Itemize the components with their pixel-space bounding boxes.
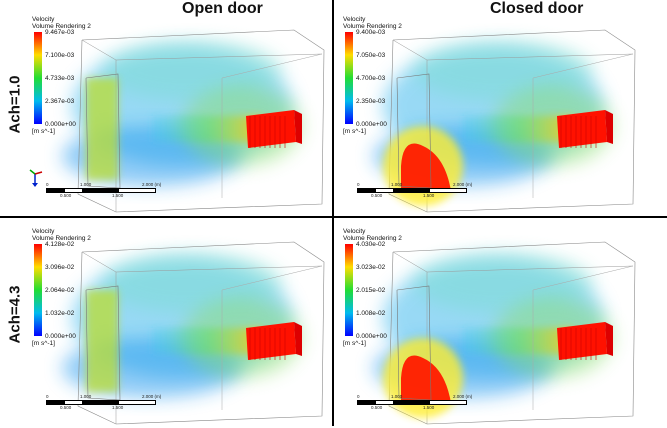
scale-label: 0.500 — [60, 193, 72, 198]
velocity-volume-render — [373, 241, 636, 425]
inlet-jet — [152, 328, 262, 354]
legend-subtitle: Volume Rendering 2 — [343, 235, 402, 242]
legend-title: Velocity — [343, 228, 366, 235]
legend-tick-label: 9.400e-03 — [356, 29, 386, 36]
scale-label: 0.500 — [371, 405, 383, 410]
legend-tick-label: 4.733e-03 — [45, 75, 75, 82]
scale-label: 0.500 — [60, 405, 72, 410]
scale-label: 0 — [46, 182, 49, 187]
legend-subtitle: Volume Rendering 2 — [343, 23, 402, 30]
panel-closed-door-ach-1: Velocity Volume Rendering 2 9.400e-03 7.050… — [343, 16, 643, 216]
legend-tick-label: 7.050e-03 — [356, 52, 386, 59]
legend-tick-label: 0.000e+00 — [356, 333, 387, 340]
scale-label: 0 — [46, 394, 49, 399]
legend-colorbar — [345, 244, 353, 336]
legend-unit: [m s^-1] — [343, 128, 366, 135]
scale-label: 2.000 (m) — [453, 394, 473, 399]
scale-segment — [429, 188, 467, 193]
column-title-closed-door: Closed door — [490, 0, 584, 17]
legend-tick-label: 1.008e-02 — [356, 310, 386, 317]
scale-bar: 0 1.000 2.000 (m) 0.500 1.500 — [357, 394, 477, 420]
legend-tick-label: 0.000e+00 — [356, 121, 387, 128]
legend-tick-label: 3.096e-02 — [45, 264, 75, 271]
legend-tick-label: 0.000e+00 — [45, 121, 76, 128]
scale-segment — [118, 188, 156, 193]
panel-open-door-ach-4: Velocity Volume Rendering 2 4.128e-02 3.096… — [32, 228, 332, 428]
scale-label: 1.000 — [80, 182, 92, 187]
panel-open-door-ach-1: Velocity Volume Rendering 2 9.467e-03 7.100… — [32, 16, 332, 216]
legend-unit: [m s^-1] — [343, 340, 366, 347]
scale-label: 2.000 (m) — [453, 182, 473, 187]
legend-unit: [m s^-1] — [32, 128, 55, 135]
legend-title: Velocity — [32, 16, 55, 23]
flow-cloud — [102, 41, 282, 101]
scale-label: 0 — [357, 394, 360, 399]
inlet-jet — [463, 328, 573, 354]
inlet-block — [246, 110, 302, 148]
row-title-ach-4: Ach=4.3 — [6, 285, 24, 344]
inlet-block — [557, 110, 613, 148]
scale-label: 0.500 — [371, 193, 383, 198]
axis-triad-icon — [29, 169, 43, 187]
scale-bar: 0 1.000 2.000 (m) 0.500 1.500 — [46, 394, 166, 420]
legend-colorbar — [345, 32, 353, 124]
velocity-volume-render — [62, 29, 325, 213]
velocity-volume-render — [62, 241, 325, 425]
legend-tick-label: 2.064e-02 — [45, 287, 75, 294]
row-title-ach-1: Ach=1.0 — [6, 75, 24, 134]
scale-label: 2.000 (m) — [142, 394, 162, 399]
flow-cloud — [413, 41, 593, 101]
legend-colorbar — [34, 244, 42, 336]
legend-tick-label: 0.000e+00 — [45, 333, 76, 340]
scale-label: 2.000 (m) — [142, 182, 162, 187]
scale-bar: 0 1.000 2.000 (m) 0.500 1.500 — [357, 182, 477, 208]
scale-bar: 0 1.000 2.000 (m) 0.500 1.500 — [46, 182, 166, 208]
scale-label: 1.500 — [423, 193, 435, 198]
legend-tick-label: 4.128e-02 — [45, 241, 75, 248]
legend-tick-label: 1.032e-02 — [45, 310, 75, 317]
legend-title: Velocity — [343, 16, 366, 23]
legend-title: Velocity — [32, 228, 55, 235]
scale-label: 1.500 — [112, 193, 124, 198]
flow-cloud — [413, 253, 593, 313]
legend-subtitle: Volume Rendering 2 — [32, 235, 91, 242]
scale-label: 0 — [357, 182, 360, 187]
legend-tick-label: 2.350e-03 — [356, 98, 386, 105]
column-title-open-door: Open door — [182, 0, 263, 17]
legend-tick-label: 7.100e-03 — [45, 52, 75, 59]
horizontal-divider — [0, 216, 667, 218]
legend-tick-label: 3.023e-02 — [356, 264, 386, 271]
legend-tick-label: 2.367e-03 — [45, 98, 75, 105]
inlet-jet — [152, 116, 262, 142]
scale-label: 1.000 — [80, 394, 92, 399]
inlet-block — [557, 322, 613, 360]
scale-label: 1.500 — [112, 405, 124, 410]
panel-closed-door-ach-4: Velocity Volume Rendering 2 4.030e-02 3.023… — [343, 228, 643, 428]
scale-label: 1.000 — [391, 394, 403, 399]
legend-tick-label: 4.030e-02 — [356, 241, 386, 248]
inlet-block — [246, 322, 302, 360]
vertical-divider — [332, 0, 334, 426]
flow-cloud — [102, 253, 282, 313]
door-flow — [86, 78, 118, 180]
legend-unit: [m s^-1] — [32, 340, 55, 347]
legend-tick-label: 4.700e-03 — [356, 75, 386, 82]
velocity-volume-render — [373, 29, 636, 213]
legend-tick-label: 9.467e-03 — [45, 29, 75, 36]
scale-label: 1.500 — [423, 405, 435, 410]
inlet-jet — [463, 116, 573, 142]
scale-segment — [118, 400, 156, 405]
legend-subtitle: Volume Rendering 2 — [32, 23, 91, 30]
scale-segment — [429, 400, 467, 405]
legend-tick-label: 2.015e-02 — [356, 287, 386, 294]
door-flow — [86, 290, 118, 392]
scale-label: 1.000 — [391, 182, 403, 187]
legend-colorbar — [34, 32, 42, 124]
